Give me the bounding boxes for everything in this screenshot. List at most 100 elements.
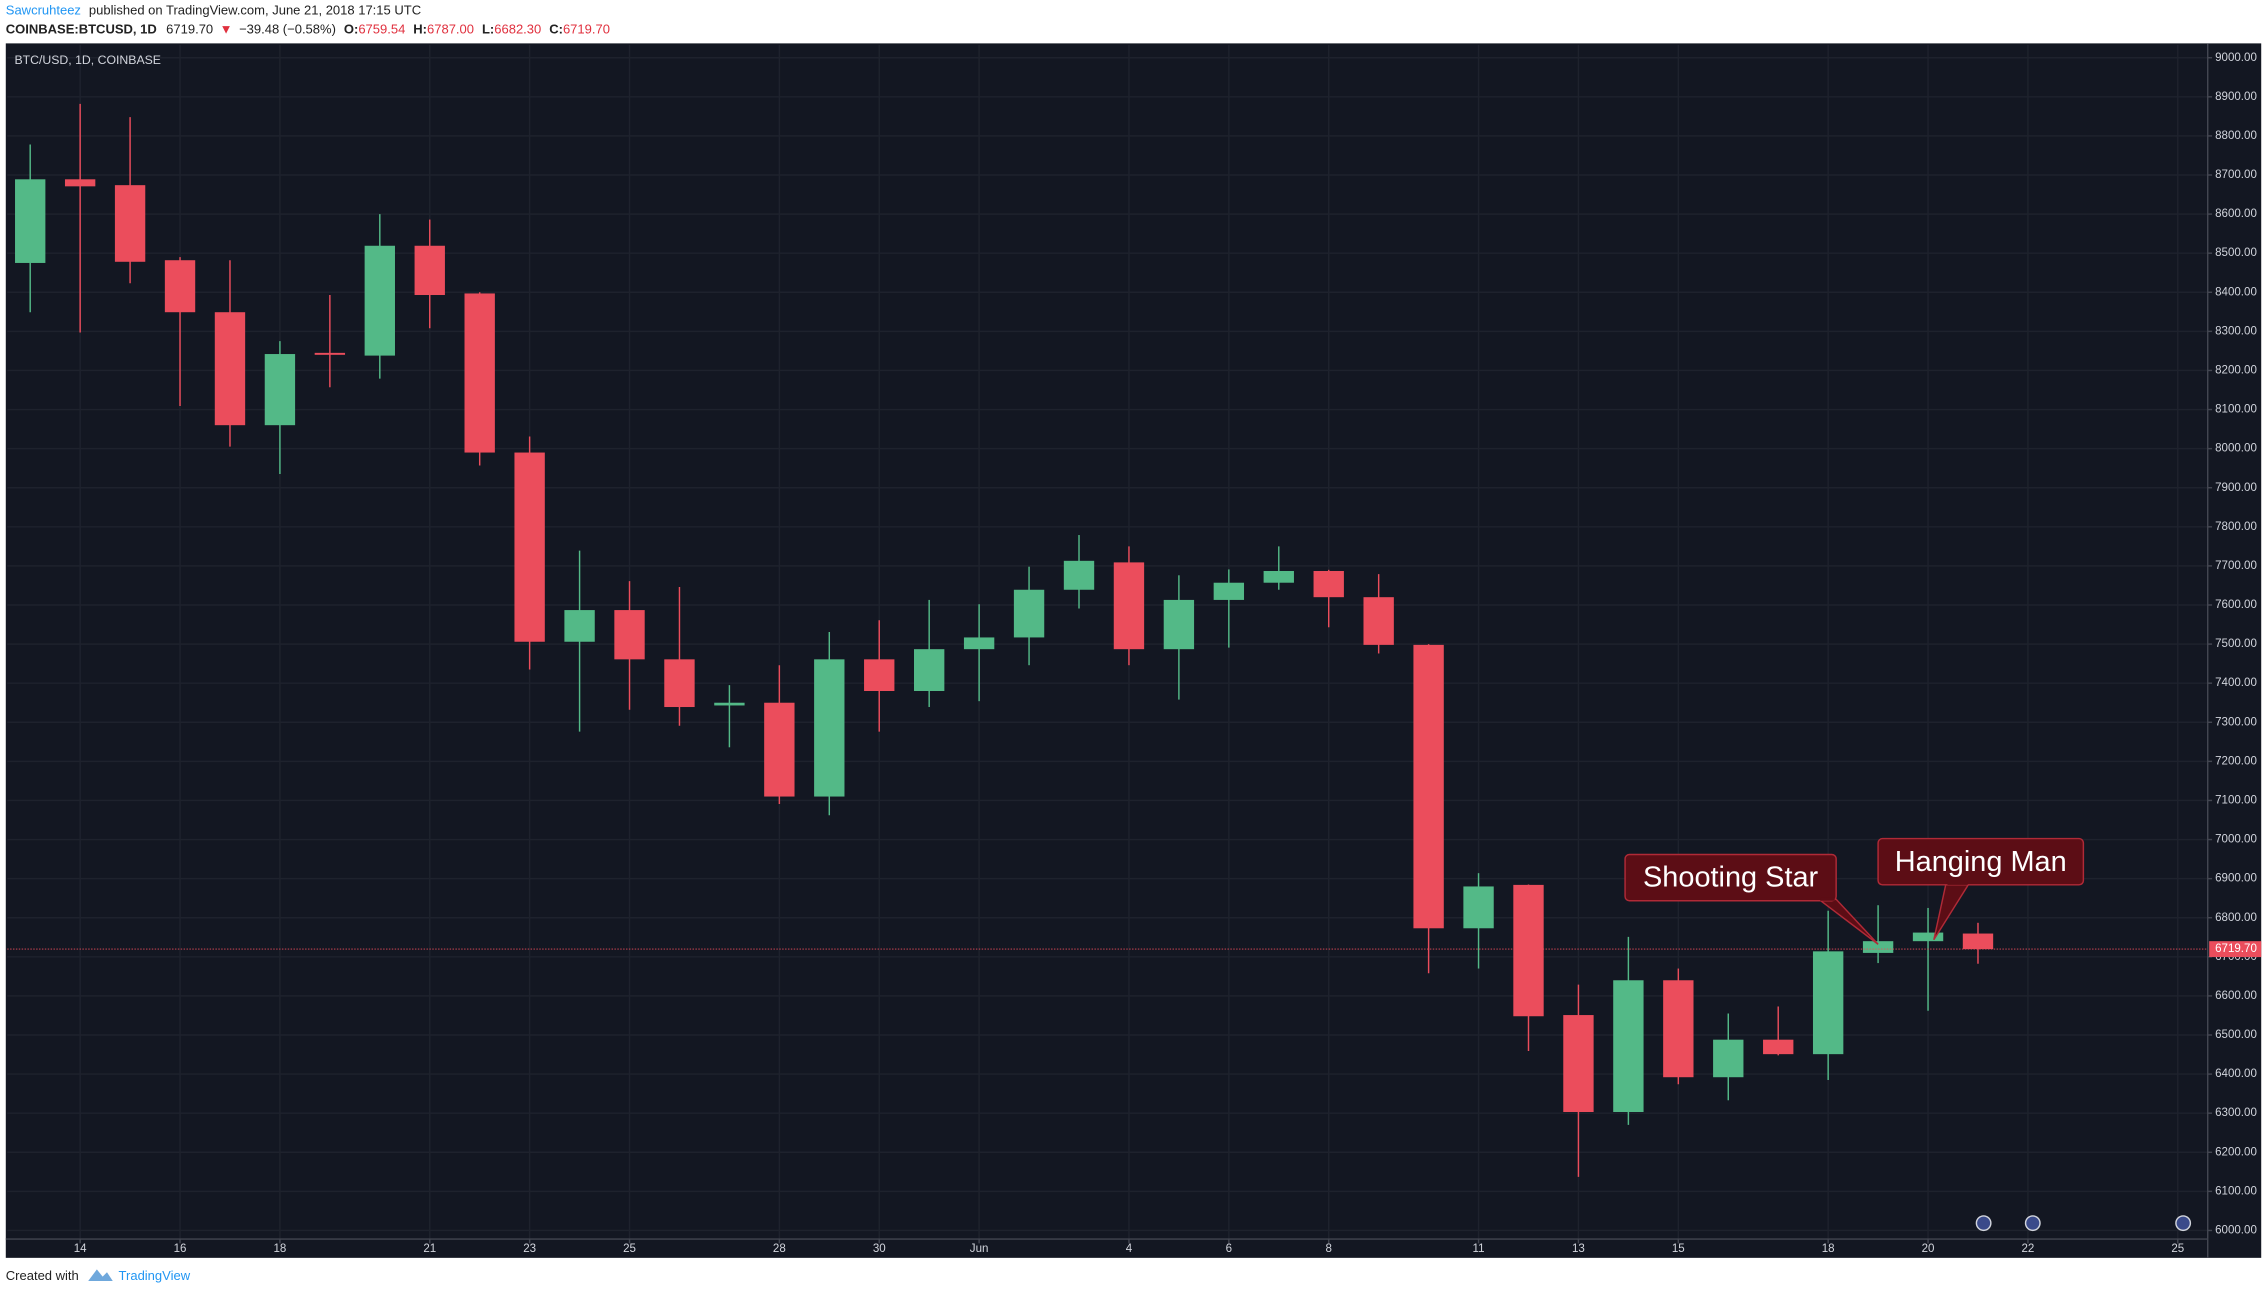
- candle-body: [414, 245, 445, 296]
- y-tick-label: 7600.00: [2215, 599, 2257, 611]
- y-tick-label: 8800.00: [2215, 130, 2257, 142]
- candle-body: [664, 659, 695, 708]
- y-tick-label: 7900.00: [2215, 482, 2257, 494]
- candle-body: [1663, 980, 1694, 1078]
- y-tick-label: 8200.00: [2215, 365, 2257, 377]
- y-tick-label: 8100.00: [2215, 404, 2257, 416]
- x-tick-label: 25: [623, 1243, 636, 1255]
- candle-body: [1962, 933, 1994, 950]
- candle-body: [1513, 884, 1544, 1017]
- y-tick-label: 7400.00: [2215, 677, 2257, 689]
- y-tick-label: 7800.00: [2215, 521, 2257, 533]
- candle-body: [1213, 582, 1245, 600]
- candle-body: [614, 610, 645, 660]
- chart-panel: [5, 43, 2262, 1258]
- candle-body: [214, 312, 246, 426]
- x-tick-label: 15: [1672, 1243, 1685, 1255]
- y-tick-label: 7000.00: [2215, 834, 2257, 846]
- x-tick-label: 22: [2022, 1243, 2035, 1255]
- y-tick-label: 9000.00: [2215, 52, 2257, 64]
- x-tick-label: 20: [1922, 1243, 1935, 1255]
- candle-body: [1862, 941, 1894, 953]
- event-icon[interactable]: [2024, 1215, 2041, 1232]
- chart-title: BTC/USD, 1D, COINBASE: [14, 53, 161, 67]
- annotations: Shooting Star Hanging Man: [1624, 837, 2085, 945]
- o: 6759.54: [358, 22, 405, 37]
- event-icon[interactable]: [1975, 1215, 1992, 1232]
- candle-body: [864, 659, 895, 691]
- header-line-2: COINBASE:BTCUSD, 1D 6719.70 ▼ −39.48 (−0…: [6, 22, 610, 37]
- annotation-label: Shooting Star: [1643, 862, 1819, 894]
- y-tick-label: 6400.00: [2215, 1068, 2257, 1080]
- candle-body: [913, 649, 945, 691]
- y-tick-label: 8300.00: [2215, 325, 2257, 337]
- y-tick-label: 7300.00: [2215, 716, 2257, 728]
- symbol: COINBASE:BTCUSD, 1D: [6, 22, 157, 37]
- y-tick-label: 8700.00: [2215, 169, 2257, 181]
- candle-body: [1013, 589, 1045, 638]
- author[interactable]: Sawcruhteez: [6, 3, 81, 18]
- brand-logo: [88, 1269, 113, 1281]
- last-price-badge: [2209, 941, 2262, 958]
- candles: [7, 103, 2208, 1177]
- candle-body: [1313, 570, 1344, 598]
- y-tick-label: 6800.00: [2215, 912, 2257, 924]
- x-tick-label: 25: [2171, 1243, 2184, 1255]
- o-label: O:: [344, 22, 358, 37]
- candle-body: [1113, 562, 1145, 650]
- footer-created: Created with: [6, 1268, 79, 1283]
- x-tick-label: Jun: [970, 1243, 989, 1255]
- change: −39.48 (−0.58%): [239, 22, 336, 37]
- l-label: L:: [482, 22, 494, 37]
- candle-body: [1763, 1039, 1794, 1055]
- y-tick-label: 7100.00: [2215, 794, 2257, 806]
- l: 6682.30: [494, 22, 541, 37]
- candle-body: [963, 637, 995, 650]
- candle-body: [1713, 1039, 1744, 1078]
- c: 6719.70: [563, 22, 610, 37]
- y-tick-label: 8500.00: [2215, 247, 2257, 259]
- footer-brand[interactable]: TradingView: [119, 1268, 191, 1283]
- h: 6787.00: [427, 22, 474, 37]
- candle-body: [364, 245, 395, 356]
- c-label: C:: [549, 22, 563, 37]
- x-tick-label: 4: [1126, 1243, 1133, 1255]
- y-tick-label: 6000.00: [2215, 1224, 2257, 1236]
- candle-body: [1363, 597, 1394, 645]
- candle-body: [1263, 570, 1294, 583]
- x-tick-label: 14: [74, 1243, 87, 1255]
- h-label: H:: [413, 22, 427, 37]
- callout-box: [1877, 837, 2085, 886]
- x-tick-label: 8: [1326, 1243, 1332, 1255]
- candle-body: [814, 659, 845, 797]
- candle-body: [1413, 644, 1444, 929]
- grid: [7, 44, 2208, 1240]
- last: 6719.70: [166, 22, 213, 37]
- x-tick-label: 13: [1572, 1243, 1585, 1255]
- candle-body: [1812, 951, 1844, 1055]
- y-tick-label: 8400.00: [2215, 286, 2257, 298]
- y-tick-label: 8600.00: [2215, 208, 2257, 220]
- candle-body: [1613, 980, 1644, 1113]
- x-tick-label: 28: [773, 1243, 786, 1255]
- last-price-label: 6719.70: [2215, 943, 2257, 955]
- y-tick-label: 6100.00: [2215, 1185, 2257, 1197]
- y-tick-label: 7700.00: [2215, 560, 2257, 572]
- candle-body: [114, 185, 146, 262]
- candle-body: [464, 293, 495, 453]
- candle-body: [1912, 932, 1944, 942]
- event-icon[interactable]: [2175, 1215, 2192, 1232]
- x-tick-label: 11: [1473, 1243, 1485, 1255]
- candle-body: [714, 702, 745, 706]
- x-tick-label: 16: [174, 1243, 187, 1255]
- x-tick-label: 18: [273, 1243, 286, 1255]
- x-tick-label: 30: [873, 1243, 886, 1255]
- y-tick-label: 7200.00: [2215, 755, 2257, 767]
- x-tick-label: 18: [1822, 1243, 1835, 1255]
- y-tick-label: 6300.00: [2215, 1107, 2257, 1119]
- candle-body: [1463, 886, 1494, 929]
- y-tick-label: 8900.00: [2215, 91, 2257, 103]
- candle-body: [1563, 1015, 1594, 1113]
